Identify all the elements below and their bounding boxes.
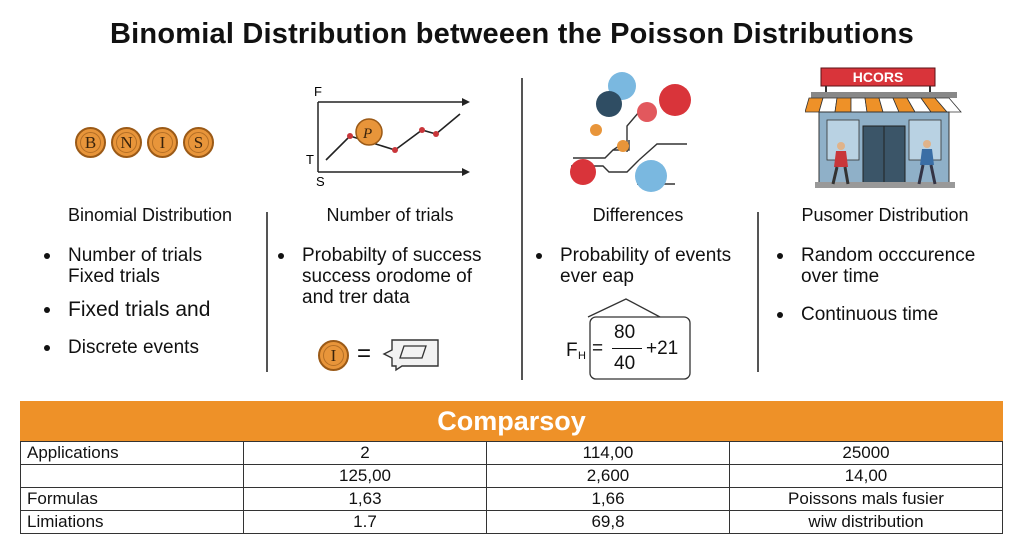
bullet-item: Random occcurence over time xyxy=(775,245,1005,287)
column-divider xyxy=(757,212,759,372)
formula-tail: +21 xyxy=(646,338,679,359)
table-cell: Poissons mals fusier xyxy=(729,487,1003,511)
bullet-item: Probability of events ever eap xyxy=(534,245,754,287)
coin-icon: S xyxy=(183,127,214,158)
speech-tag-icon xyxy=(382,339,439,372)
equals-sign: = xyxy=(357,340,372,367)
table-cell: Limiations xyxy=(20,510,244,534)
bullet-item: Discrete events xyxy=(42,337,262,358)
column-heading: Binomial Distribution xyxy=(67,205,233,225)
table-row: Limiations 1.7 69,8 wiw distribution xyxy=(20,510,1003,534)
formula-lhs: F xyxy=(566,340,578,361)
bullet-item: Fixed trials and xyxy=(42,299,262,320)
comparison-banner: Comparsoy xyxy=(20,401,1003,441)
coin-icon: I xyxy=(147,127,178,158)
column-heading: Number of trials xyxy=(326,205,454,225)
bullet-item: Continuous time xyxy=(775,304,1005,325)
bullet-item: Number of trials Fixed trials xyxy=(42,245,262,287)
bullet-list: Number of trials Fixed trials Fixed tria… xyxy=(42,245,262,370)
bubble-network-illustration xyxy=(570,72,691,192)
bullet-item: Probabilty of success success orodome of… xyxy=(276,245,521,308)
formula: F H = 80 40 +21 xyxy=(564,320,694,376)
formula-numerator: 80 xyxy=(614,322,636,343)
bullet-list: Random occcurence over time Continuous t… xyxy=(775,245,1005,337)
bullet-list: Probabilty of success success orodome of… xyxy=(276,245,521,320)
table-cell: 114,00 xyxy=(486,441,730,465)
fraction-bar xyxy=(612,348,642,349)
storefront-illustration: HCORS xyxy=(805,67,962,188)
column-divider xyxy=(266,212,268,372)
graph-marker-label: P xyxy=(362,126,372,142)
table-cell: 25000 xyxy=(729,441,1003,465)
table-row: Applications 2 114,00 25000 xyxy=(20,441,1003,465)
store-sign: HCORS xyxy=(853,69,904,85)
table-cell: 1,66 xyxy=(486,487,730,511)
column-heading: Differences xyxy=(592,205,684,225)
column-divider xyxy=(521,78,523,380)
table-cell: 2 xyxy=(243,441,487,465)
table-cell: 2,600 xyxy=(486,464,730,488)
table-cell: wiw distribution xyxy=(729,510,1003,534)
formula-denominator: 40 xyxy=(614,353,636,374)
table-cell: 1,63 xyxy=(243,487,487,511)
column-heading: Pusomer Distribution xyxy=(801,205,969,225)
table-cell: 69,8 xyxy=(486,510,730,534)
graph-label-bottom: S xyxy=(316,174,325,189)
table-cell: Applications xyxy=(20,441,244,465)
formula-equals: = xyxy=(592,338,604,359)
table-cell: 1.7 xyxy=(243,510,487,534)
coin-icon: I xyxy=(318,340,349,371)
table-cell: 14,00 xyxy=(729,464,1003,488)
table-row: Formulas 1,63 1,66 Poissons mals fusier xyxy=(20,487,1003,511)
table-row: 125,00 2,600 14,00 xyxy=(20,464,1003,488)
graph-label-middle: T xyxy=(306,152,314,167)
page-title: Binomial Distribution betweeen the Poiss… xyxy=(110,18,914,50)
line-graph-illustration: F T S P xyxy=(306,84,470,189)
table-cell xyxy=(20,464,244,488)
graph-label-top: F xyxy=(314,84,322,99)
table-cell: 125,00 xyxy=(243,464,487,488)
bullet-list: Probability of events ever eap xyxy=(534,245,754,299)
table-cell: Formulas xyxy=(20,487,244,511)
comparison-table: Applications 2 114,00 25000 125,00 2,600… xyxy=(20,441,1003,534)
coin-icon: B xyxy=(75,127,106,158)
formula-lhs-subscript: H xyxy=(578,350,586,362)
coin-icon: N xyxy=(111,127,142,158)
